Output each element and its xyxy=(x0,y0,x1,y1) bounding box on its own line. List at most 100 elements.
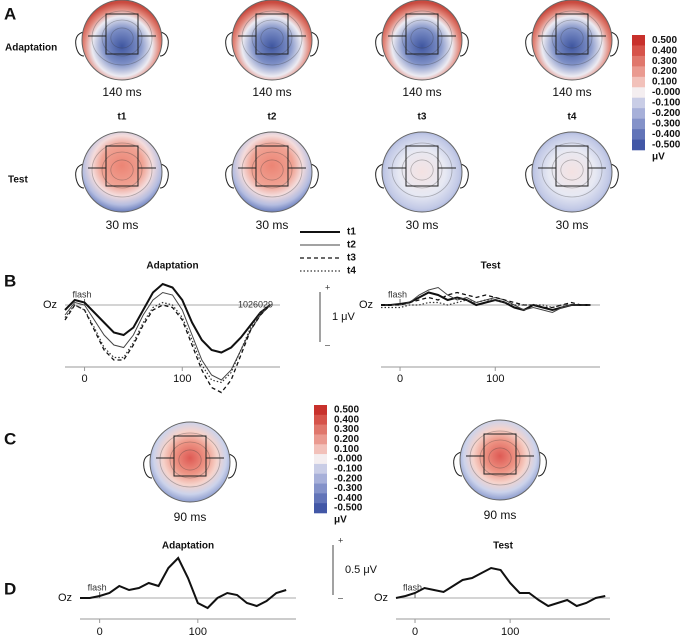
contour xyxy=(401,19,443,57)
waveform xyxy=(381,286,591,314)
x-tick-label: 100 xyxy=(173,373,191,385)
colorbar-swatch xyxy=(314,483,327,494)
scalp xyxy=(381,0,463,81)
colorbar-label: 0.300 xyxy=(652,56,677,67)
colorbar-label: -0.300 xyxy=(652,119,681,130)
colorbar-swatch xyxy=(314,414,327,425)
colorbar-swatch xyxy=(632,118,645,130)
contour xyxy=(159,432,221,488)
contour xyxy=(410,27,434,49)
legend-label: t2 xyxy=(347,240,356,251)
colorbar-swatch xyxy=(314,473,327,484)
contour xyxy=(551,151,593,189)
scalp xyxy=(231,0,313,81)
time-label: 140 ms xyxy=(552,85,591,99)
flash-label: flash xyxy=(73,289,92,299)
colorbar-label: 0.200 xyxy=(652,66,677,77)
scale-plus: + xyxy=(338,535,343,545)
head-map xyxy=(225,0,319,81)
electrode-outline xyxy=(238,13,306,55)
contour xyxy=(110,159,134,181)
head-map xyxy=(75,0,169,81)
row-label: Adaptation xyxy=(5,43,57,54)
scale-plus: + xyxy=(325,282,330,292)
colorbar-label: -0.100 xyxy=(334,463,363,474)
colorbar-swatch xyxy=(314,405,327,416)
contour xyxy=(560,159,584,181)
colorbar-swatch xyxy=(314,503,327,514)
head-map xyxy=(453,419,547,501)
colorbar-label: -0.500 xyxy=(334,503,363,514)
contour xyxy=(401,151,443,189)
electrode-outline xyxy=(238,145,306,187)
x-tick-label: 0 xyxy=(97,626,103,638)
panel-label: A xyxy=(4,4,16,23)
x-tick-label: 100 xyxy=(486,373,504,385)
time-label: 140 ms xyxy=(102,85,141,99)
colorbar-swatch xyxy=(632,66,645,78)
panel-label: C xyxy=(4,429,16,448)
flash-label: flash xyxy=(88,582,107,592)
colorbar-swatch xyxy=(314,434,327,445)
colorbar-swatch xyxy=(632,108,645,119)
channel-label: Oz xyxy=(58,592,72,604)
scalp xyxy=(531,0,613,81)
contour xyxy=(479,439,521,477)
figure-layer: A B C D Adaptation Test 140 ms t1 30 ms 140 ms t2 3… xyxy=(4,0,681,638)
electrode-outline xyxy=(466,433,534,475)
contour xyxy=(260,159,284,181)
scale-minus: – xyxy=(338,592,343,602)
scalp xyxy=(231,131,313,213)
colorbar-label: 0.100 xyxy=(652,77,677,88)
contour xyxy=(251,151,293,189)
colorbar-swatch xyxy=(632,76,645,88)
contour xyxy=(169,441,211,479)
colorbar-label: 0.300 xyxy=(334,424,359,435)
electrode-outline xyxy=(156,435,224,477)
time-label: 90 ms xyxy=(484,508,517,522)
waveform xyxy=(64,304,271,394)
waveform xyxy=(64,282,271,354)
colorbar-label: -0.300 xyxy=(334,483,363,494)
channel-label: Oz xyxy=(374,592,388,604)
contour xyxy=(391,142,453,198)
colorbar-unit: μV xyxy=(652,152,665,163)
colorbar-swatch xyxy=(632,35,645,46)
channel-label: Oz xyxy=(359,299,373,311)
colorbar-label: -0.000 xyxy=(652,87,681,98)
contour xyxy=(410,159,434,181)
contour xyxy=(541,10,603,66)
panel-label: D xyxy=(4,579,16,598)
electrode-outline xyxy=(388,145,456,187)
contour xyxy=(110,27,134,49)
time-label: 30 ms xyxy=(556,218,589,232)
time-label: 90 ms xyxy=(174,510,207,524)
colorbar-swatch xyxy=(632,45,645,57)
chart-title: Adaptation xyxy=(146,261,198,272)
legend-label: t3 xyxy=(347,253,356,264)
colorbar-swatch xyxy=(632,129,645,140)
head-map xyxy=(525,131,619,213)
contour xyxy=(241,10,303,66)
colorbar-swatch xyxy=(314,454,327,465)
contour xyxy=(260,27,284,49)
electrode-outline xyxy=(538,145,606,187)
contour xyxy=(251,19,293,57)
column-label: t3 xyxy=(418,112,427,123)
colorbar-label: 0.400 xyxy=(334,414,359,425)
colorbar-label: -0.100 xyxy=(652,98,681,109)
scalp xyxy=(531,131,613,213)
time-label: 30 ms xyxy=(256,218,289,232)
time-label: 30 ms xyxy=(106,218,139,232)
contour xyxy=(551,19,593,57)
x-tick-label: 0 xyxy=(412,626,418,638)
contour xyxy=(541,142,603,198)
contour xyxy=(560,27,584,49)
contour xyxy=(391,10,453,66)
scale-label: 0.5 μV xyxy=(345,564,378,576)
contour xyxy=(91,142,153,198)
waveform xyxy=(381,291,591,312)
column-label: t4 xyxy=(568,112,577,123)
colorbar-swatch xyxy=(632,55,645,67)
